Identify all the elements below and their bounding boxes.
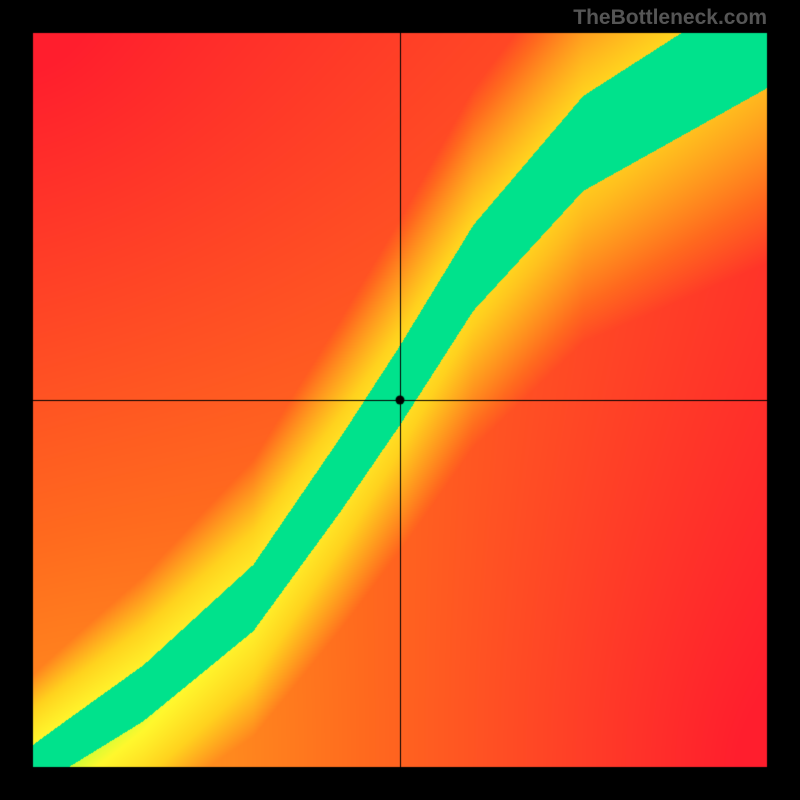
watermark-text: TheBottleneck.com	[573, 6, 767, 30]
bottleneck-heatmap	[0, 0, 800, 800]
chart-container: TheBottleneck.com	[0, 0, 800, 800]
